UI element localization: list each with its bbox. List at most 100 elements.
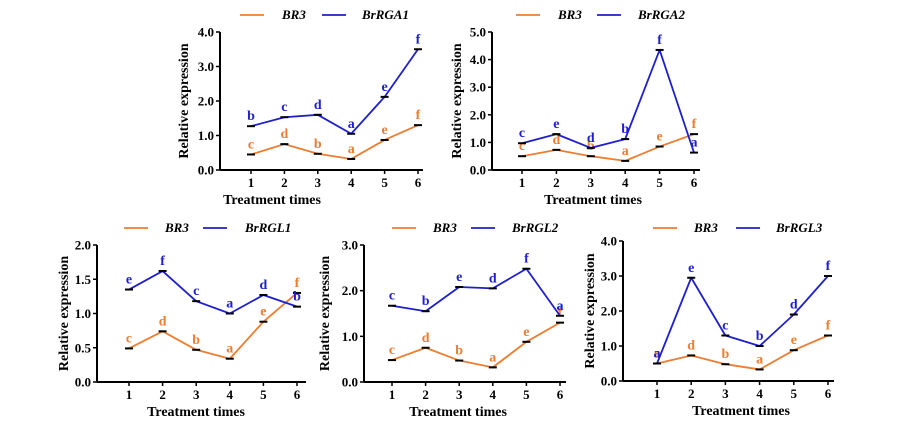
significance-letter: d [422, 331, 430, 346]
x-tick-label: 1 [126, 387, 133, 402]
x-tick-label: 4 [622, 175, 629, 190]
y-tick-label: 4.0 [601, 234, 617, 249]
x-axis-label: Treatment times [223, 193, 321, 208]
y-tick-label: 1.5 [75, 272, 92, 287]
legend-label-br3: BR3 [557, 7, 582, 22]
significance-letter: b [293, 290, 301, 305]
legend-label-br3: BR3 [164, 220, 189, 235]
significance-letter: c [248, 137, 254, 152]
significance-letter: d [553, 133, 561, 148]
y-tick-label: 1.0 [601, 339, 617, 354]
significance-letter: f [657, 33, 662, 48]
x-tick-label: 1 [248, 175, 255, 190]
legend-label-brrga2: BrRGA2 [637, 7, 685, 22]
significance-letter: e [523, 325, 529, 340]
significance-letter: c [519, 126, 525, 141]
significance-letter: e [456, 270, 462, 285]
x-tick-label: 2 [281, 175, 288, 190]
significance-letter: c [654, 347, 660, 362]
significance-letter: a [348, 117, 355, 132]
significance-letter: f [416, 32, 421, 47]
x-tick-label: 2 [159, 387, 166, 402]
significance-letter: a [348, 142, 355, 157]
y-tick-label: 0.0 [198, 163, 214, 178]
significance-letter: e [553, 117, 559, 132]
chart-panel-1: 0.0 1.0 2.0 3.0 4.0 1 2 3 4 5 6 Treatment times Rela… [177, 7, 423, 208]
y-tick-label: 2.0 [601, 304, 617, 319]
x-tick-label: 5 [656, 175, 663, 190]
significance-letter: a [622, 144, 629, 159]
legend-label-brrgl2: BrRGL2 [511, 220, 559, 235]
series-line-br3 [391, 321, 561, 369]
series-line-br3 [521, 133, 695, 162]
significance-letter: d [587, 131, 595, 146]
significance-letter: a [557, 299, 564, 314]
y-axis-label: Relative expression [57, 256, 72, 371]
significance-letter: b [756, 329, 764, 344]
x-tick-label: 5 [791, 386, 798, 401]
y-tick-label: 4.0 [470, 52, 486, 67]
y-tick-label: 2.0 [198, 94, 214, 109]
significance-letter: c [722, 319, 728, 334]
significance-letter: a [226, 297, 233, 312]
x-tick-label: 3 [722, 386, 729, 401]
y-tick-label: 4.0 [198, 25, 214, 40]
significance-letter: a [489, 350, 496, 365]
significance-letter: b [722, 347, 730, 362]
y-axis-label: Relative expression [450, 43, 465, 158]
y-tick-label: 3.0 [601, 269, 617, 284]
significance-letter: d [314, 98, 322, 113]
x-tick-label: 6 [415, 175, 422, 190]
y-tick-label: 1.0 [75, 306, 91, 321]
significance-letter: f [692, 117, 697, 132]
y-tick-label: 2.0 [470, 107, 486, 122]
significance-letter: a [691, 136, 698, 151]
significance-letter: f [295, 276, 300, 291]
legend-label-br3: BR3 [432, 220, 457, 235]
significance-letter: b [314, 137, 322, 152]
significance-letter: b [587, 139, 595, 154]
significance-letter: b [247, 109, 255, 124]
chart-panel-5: 0.0 1.0 2.0 3.0 4.0 1 2 3 4 5 6 Treatment times Rela… [583, 220, 834, 419]
y-axis-label: Relative expression [318, 256, 333, 371]
series-line-brrgl3 [656, 275, 829, 364]
y-axis-label: Relative expression [177, 43, 192, 158]
chart-panel-2: 0.0 1.0 2.0 3.0 4.0 5.0 1 2 3 4 5 6 Treatment times R… [450, 7, 700, 208]
x-tick-label: 3 [193, 387, 200, 402]
series-line-br3 [250, 124, 419, 160]
significance-letter: b [422, 294, 430, 309]
x-tick-label: 2 [688, 386, 695, 401]
significance-letter: f [558, 306, 563, 321]
y-tick-label: 3.0 [342, 238, 358, 253]
x-tick-label: 3 [588, 175, 595, 190]
significance-letter: e [260, 305, 266, 320]
chart-panel-4: 0.0 1.0 2.0 3.0 1 2 3 4 5 6 Treatment times Relativ… [318, 220, 566, 420]
significance-letter: e [791, 333, 797, 348]
y-tick-label: 1.0 [342, 329, 358, 344]
significance-letter: f [826, 319, 831, 334]
y-tick-label: 1.0 [198, 128, 214, 143]
significance-letter: b [192, 333, 200, 348]
series-line-brrga2 [521, 49, 695, 153]
x-tick-label: 5 [260, 387, 267, 402]
series-line-brrgl2 [391, 267, 561, 317]
y-axis-label: Relative expression [583, 253, 598, 368]
significance-letter: a [654, 347, 661, 362]
x-tick-label: 2 [553, 175, 560, 190]
x-tick-label: 4 [756, 386, 763, 401]
significance-letter: b [455, 344, 463, 359]
x-tick-label: 4 [227, 387, 234, 402]
legend-label-brrgl3: BrRGL3 [775, 220, 823, 235]
series-line-brrgl1 [128, 270, 298, 315]
x-tick-label: 5 [523, 387, 530, 402]
legend-label-br3: BR3 [693, 220, 718, 235]
significance-letter: e [381, 80, 387, 95]
significance-letter: f [160, 254, 165, 269]
x-axis-label: Treatment times [409, 405, 507, 420]
x-tick-label: 1 [519, 175, 526, 190]
series-line-brrga1 [250, 48, 419, 135]
x-tick-label: 4 [490, 387, 497, 402]
significance-letter: d [687, 338, 695, 353]
significance-letter: f [416, 108, 421, 123]
